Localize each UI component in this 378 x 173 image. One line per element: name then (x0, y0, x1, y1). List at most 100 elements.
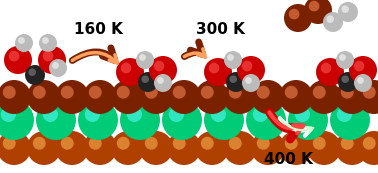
FancyArrowPatch shape (72, 53, 118, 63)
Circle shape (326, 15, 334, 23)
Text: 300 K: 300 K (195, 22, 245, 37)
Circle shape (242, 61, 253, 71)
Circle shape (0, 80, 31, 114)
Circle shape (167, 80, 201, 114)
Circle shape (154, 61, 164, 71)
Circle shape (61, 86, 74, 99)
Circle shape (33, 86, 46, 99)
Circle shape (201, 137, 214, 150)
Circle shape (149, 56, 177, 84)
Circle shape (61, 137, 74, 150)
Circle shape (38, 46, 66, 74)
Circle shape (3, 86, 16, 99)
Text: 400 K: 400 K (263, 152, 313, 167)
Circle shape (349, 56, 377, 84)
Circle shape (246, 100, 286, 140)
Circle shape (313, 137, 326, 150)
Circle shape (9, 51, 19, 61)
Circle shape (338, 2, 358, 22)
Circle shape (0, 100, 34, 140)
Circle shape (162, 100, 202, 140)
Circle shape (242, 74, 260, 92)
Circle shape (251, 131, 285, 165)
Circle shape (28, 68, 36, 76)
Circle shape (341, 86, 354, 99)
Circle shape (337, 107, 352, 122)
Circle shape (3, 137, 16, 150)
Circle shape (354, 61, 364, 71)
Circle shape (229, 75, 237, 83)
FancyArrowPatch shape (270, 112, 299, 139)
FancyArrowPatch shape (184, 42, 203, 57)
Circle shape (237, 56, 265, 84)
Circle shape (330, 100, 370, 140)
Circle shape (120, 100, 160, 140)
Circle shape (335, 131, 369, 165)
Circle shape (357, 77, 364, 84)
Circle shape (15, 34, 33, 52)
Circle shape (43, 51, 53, 61)
Circle shape (204, 100, 244, 140)
Circle shape (169, 107, 184, 122)
Circle shape (173, 137, 186, 150)
Circle shape (121, 63, 132, 73)
Circle shape (251, 80, 285, 114)
Circle shape (145, 86, 158, 99)
FancyArrowPatch shape (72, 48, 115, 60)
Circle shape (139, 54, 146, 61)
Circle shape (4, 46, 32, 74)
Circle shape (357, 80, 378, 114)
Circle shape (83, 131, 117, 165)
Circle shape (363, 137, 376, 150)
Circle shape (0, 131, 31, 165)
Text: 160 K: 160 K (74, 22, 122, 37)
Circle shape (111, 80, 145, 114)
Circle shape (223, 80, 257, 114)
Circle shape (139, 80, 173, 114)
Circle shape (89, 137, 102, 150)
Circle shape (313, 86, 326, 99)
Circle shape (295, 107, 310, 122)
Circle shape (42, 37, 49, 44)
Circle shape (33, 137, 46, 150)
Circle shape (285, 86, 298, 99)
Circle shape (201, 86, 214, 99)
Circle shape (85, 107, 100, 122)
Circle shape (138, 72, 158, 92)
Circle shape (309, 1, 319, 11)
Circle shape (52, 62, 59, 69)
Circle shape (284, 4, 312, 32)
Circle shape (157, 77, 164, 84)
Circle shape (289, 9, 299, 19)
Circle shape (89, 86, 102, 99)
Circle shape (55, 80, 89, 114)
Circle shape (279, 131, 313, 165)
Circle shape (111, 131, 145, 165)
Circle shape (209, 63, 219, 73)
Circle shape (136, 51, 154, 69)
Circle shape (55, 131, 89, 165)
Circle shape (167, 131, 201, 165)
Circle shape (321, 63, 332, 73)
Circle shape (36, 100, 76, 140)
Circle shape (27, 80, 61, 114)
Circle shape (336, 51, 354, 69)
Circle shape (139, 131, 173, 165)
Circle shape (341, 137, 354, 150)
Circle shape (357, 131, 378, 165)
FancyArrowPatch shape (184, 49, 205, 57)
Circle shape (43, 107, 58, 122)
Circle shape (83, 80, 117, 114)
Circle shape (116, 58, 144, 86)
Circle shape (307, 80, 341, 114)
Circle shape (223, 131, 257, 165)
Circle shape (341, 75, 349, 83)
Circle shape (141, 75, 149, 83)
Circle shape (173, 86, 186, 99)
Circle shape (145, 137, 158, 150)
Circle shape (338, 72, 358, 92)
Circle shape (363, 86, 376, 99)
Circle shape (154, 74, 172, 92)
Circle shape (257, 86, 270, 99)
FancyArrowPatch shape (280, 118, 313, 133)
